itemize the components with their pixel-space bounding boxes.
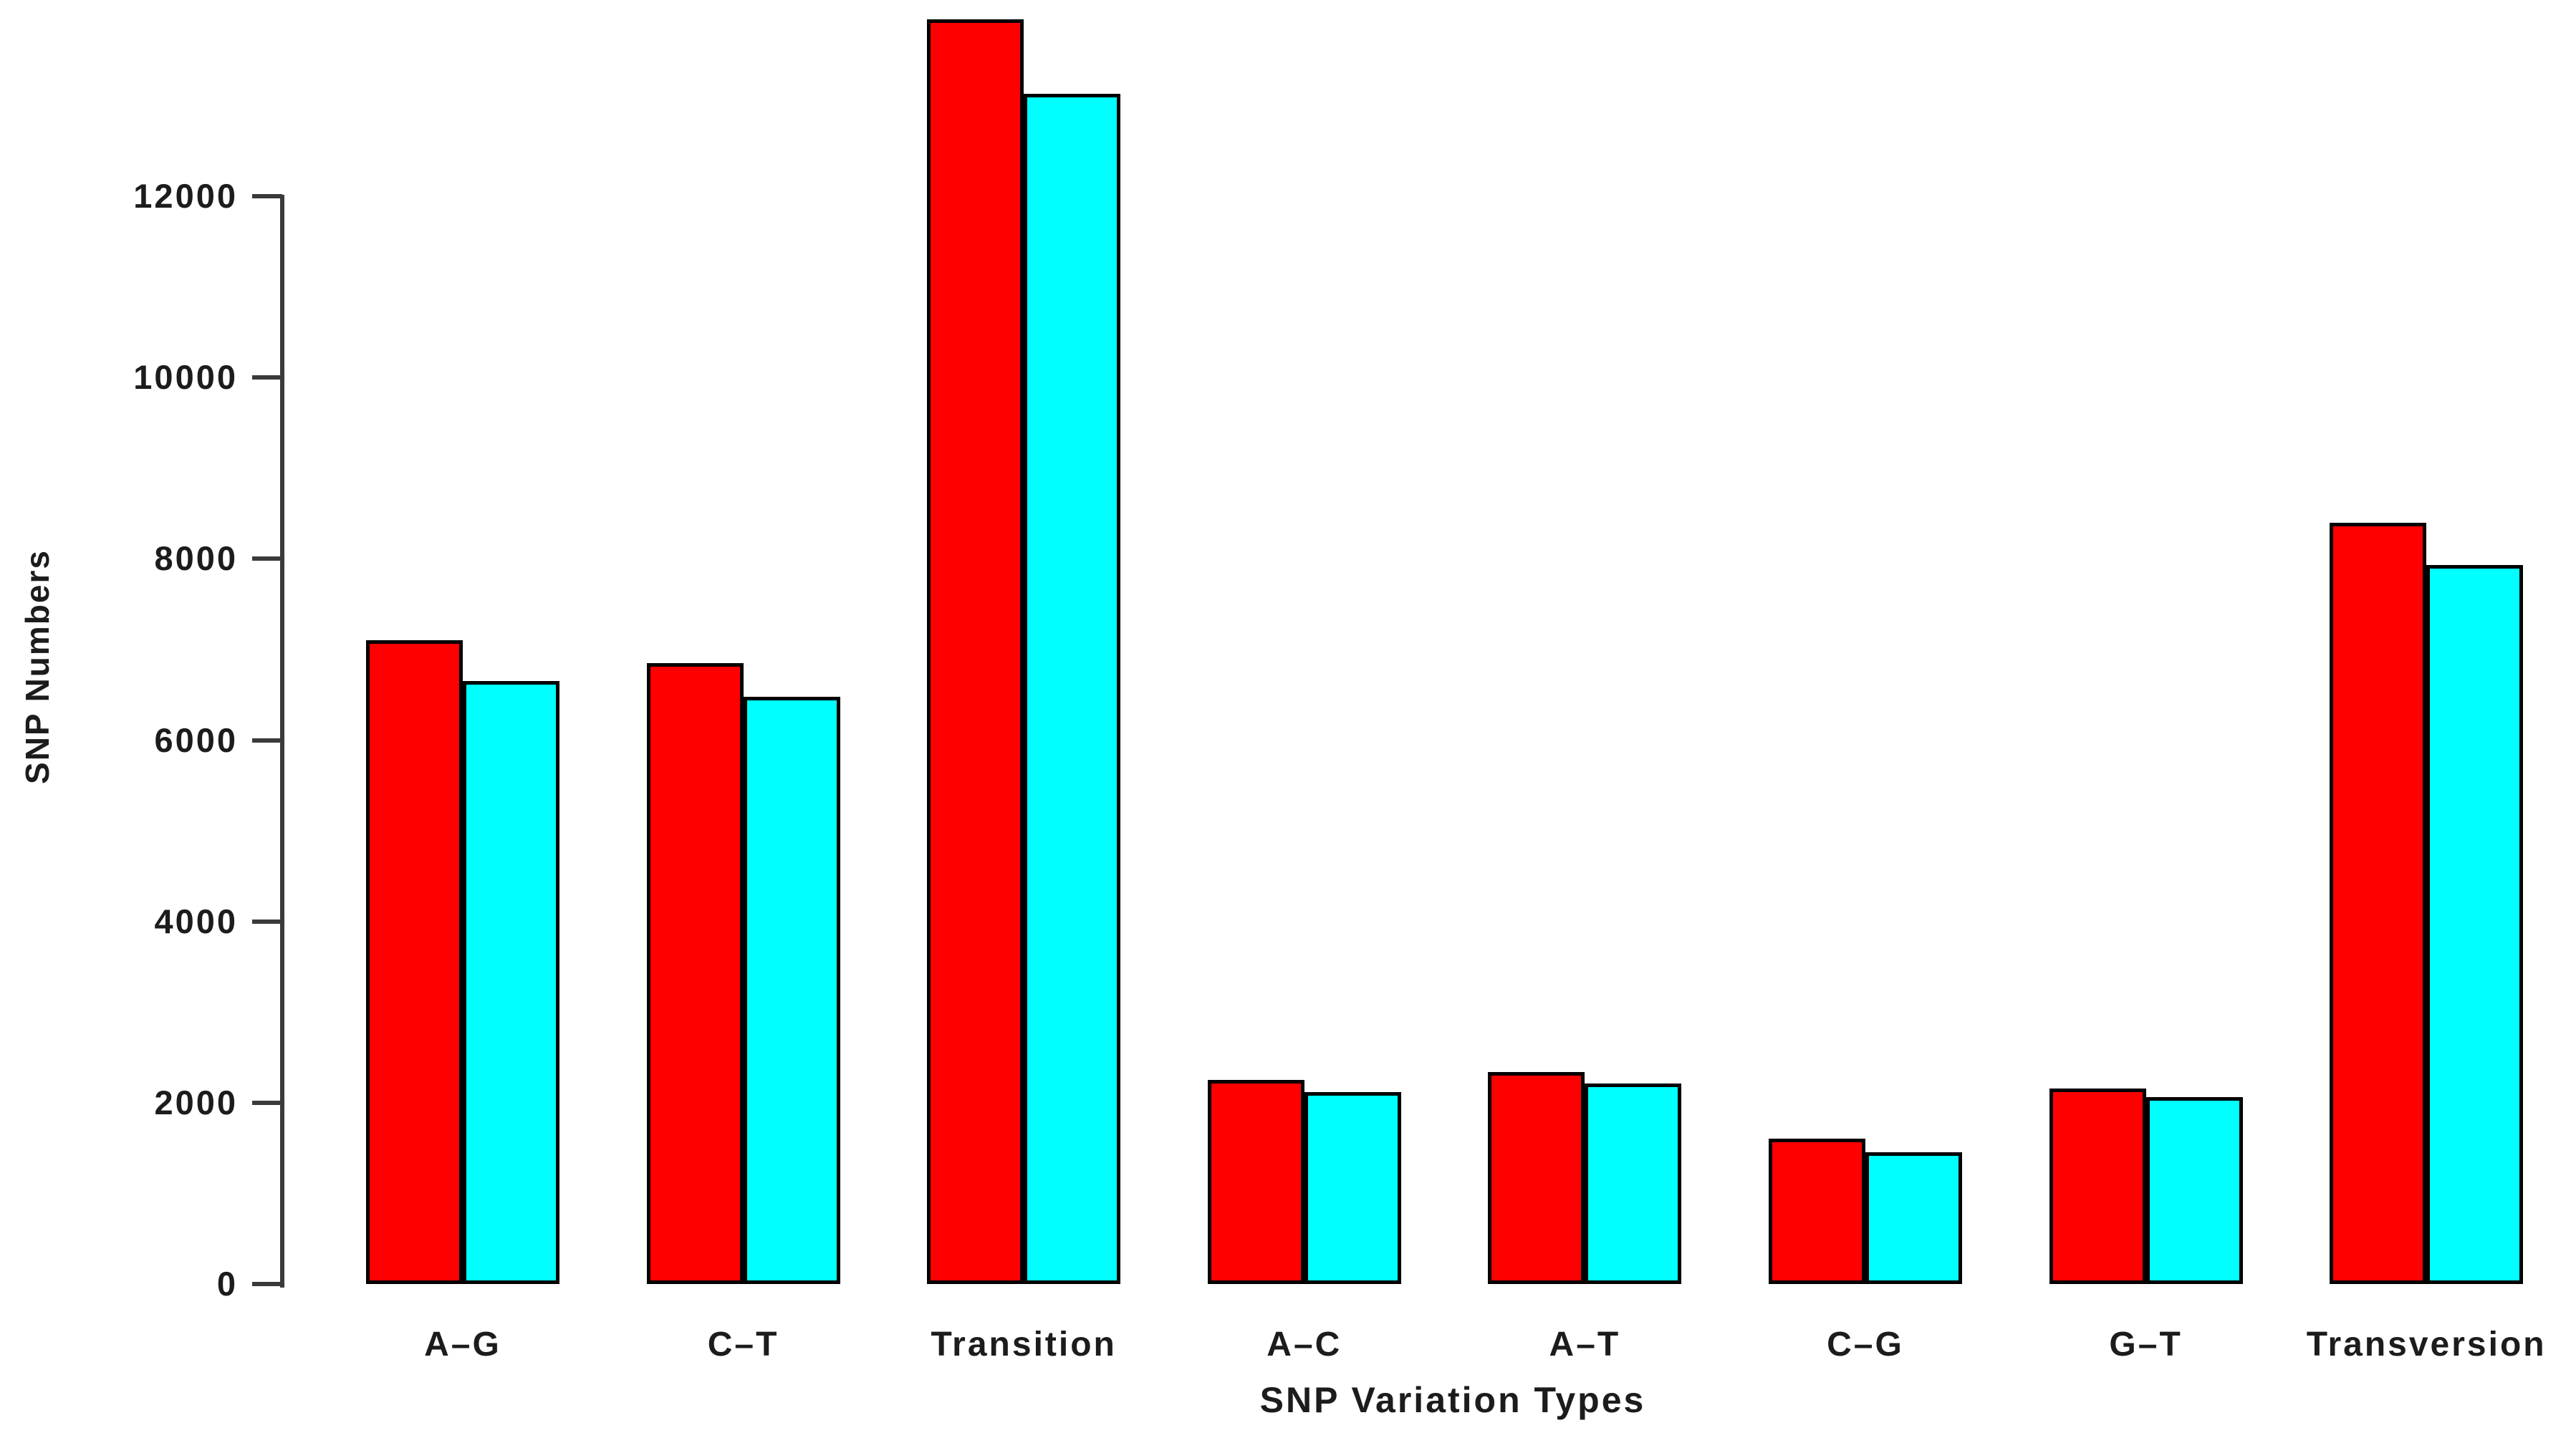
y-tick-mark (252, 738, 282, 743)
bar-cyan-bars-A–G (463, 681, 559, 1284)
y-axis-line (280, 195, 284, 1288)
y-tick-mark (252, 1100, 282, 1105)
bar-red-bars-C–G (1769, 1139, 1865, 1284)
category-label-Transversion: Transversion (2306, 1326, 2547, 1364)
category-label-A–C: A–C (1267, 1326, 1342, 1364)
bar-red-bars-A–T (1488, 1071, 1585, 1284)
y-tick-label: 12000 (133, 177, 238, 215)
category-label-A–T: A–T (1549, 1326, 1621, 1364)
bar-red-bars-A–C (1207, 1080, 1304, 1284)
bar-cyan-bars-Transition (1024, 93, 1121, 1284)
bar-red-bars-G–T (2049, 1088, 2146, 1284)
bar-red-bars-Transition (927, 19, 1024, 1284)
y-tick-label: 0 (216, 1265, 238, 1303)
category-label-C–T: C–T (707, 1326, 779, 1364)
bar-cyan-bars-C–T (743, 696, 840, 1284)
y-tick-mark (252, 1282, 282, 1286)
y-tick-label: 2000 (154, 1083, 238, 1121)
bar-cyan-bars-Transversion (2426, 565, 2524, 1284)
y-tick-mark (252, 556, 282, 561)
bar-cyan-bars-G–T (2145, 1097, 2243, 1284)
y-axis-title: SNP Numbers (19, 549, 56, 784)
y-tick-mark (252, 194, 282, 198)
bar-red-bars-C–T (646, 662, 744, 1284)
y-tick-mark (252, 375, 282, 380)
y-tick-label: 4000 (154, 902, 238, 940)
bar-cyan-bars-A–T (1585, 1084, 1682, 1284)
category-label-C–G: C–G (1827, 1326, 1904, 1364)
y-tick-mark (252, 919, 282, 924)
category-label-Transition: Transition (931, 1326, 1117, 1364)
y-tick-label: 10000 (133, 358, 238, 397)
y-tick-label: 8000 (154, 539, 238, 578)
bar-red-bars-Transversion (2330, 522, 2427, 1284)
category-label-A–G: A–G (424, 1326, 501, 1364)
bar-cyan-bars-C–G (1865, 1152, 1962, 1284)
category-label-G–T: G–T (2109, 1326, 2183, 1364)
bar-red-bars-A–G (366, 640, 463, 1284)
bar-cyan-bars-A–C (1304, 1091, 1401, 1284)
x-axis-title: SNP Variation Types (1259, 1380, 1646, 1420)
y-tick-label: 6000 (154, 720, 238, 759)
